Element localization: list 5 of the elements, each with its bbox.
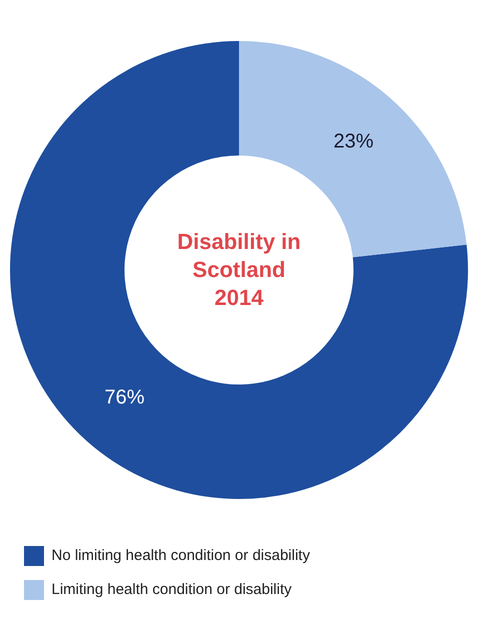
data-label: 23% [334,130,374,153]
legend-label: No limiting health condition or disability [52,547,310,564]
data-label: 76% [104,386,145,409]
legend-label: Limiting health condition or disability [52,581,292,598]
text: Disability in Scotland 2014 [177,228,301,312]
